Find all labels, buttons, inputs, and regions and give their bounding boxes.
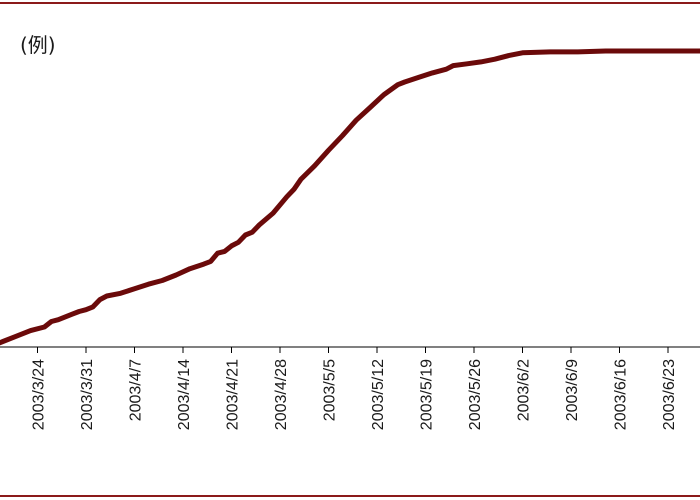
- x-tick-label-3: 2003/4/7: [128, 359, 145, 421]
- x-tick-label-13: 2003/6/16: [613, 359, 630, 430]
- x-tick-label-6: 2003/4/28: [273, 359, 290, 430]
- x-tick-label-14: 2003/6/23: [661, 359, 678, 430]
- x-axis-tick-labels: 2003/3/172003/3/242003/3/312003/4/72003/…: [31, 359, 679, 430]
- x-tick-label-11: 2003/6/2: [516, 359, 533, 421]
- x-tick-label-10: 2003/5/26: [467, 359, 484, 430]
- series-line: [0, 48, 700, 346]
- x-tick-label-1: 2003/3/24: [31, 359, 48, 430]
- y-unit-label: (例): [20, 33, 56, 57]
- x-tick-label-2: 2003/3/31: [79, 359, 96, 430]
- x-tick-label-5: 2003/4/21: [225, 359, 242, 430]
- x-tick-label-12: 2003/6/9: [564, 359, 581, 421]
- x-tick-label-4: 2003/4/14: [176, 359, 193, 430]
- x-tick-label-7: 2003/5/5: [322, 359, 339, 421]
- x-axis-ticks: [37, 347, 669, 353]
- x-tick-label-8: 2003/5/12: [370, 359, 387, 430]
- x-tick-label-9: 2003/5/19: [419, 359, 436, 430]
